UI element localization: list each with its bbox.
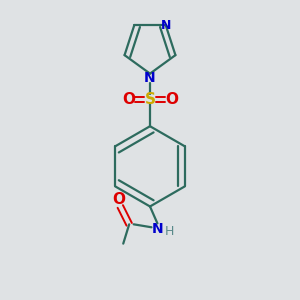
Text: O: O bbox=[122, 92, 135, 107]
Text: S: S bbox=[145, 92, 155, 107]
Text: O: O bbox=[165, 92, 178, 107]
Text: H: H bbox=[165, 225, 174, 238]
Text: N: N bbox=[144, 71, 156, 85]
Text: N: N bbox=[161, 19, 172, 32]
Text: O: O bbox=[112, 191, 126, 206]
Text: N: N bbox=[152, 222, 163, 236]
